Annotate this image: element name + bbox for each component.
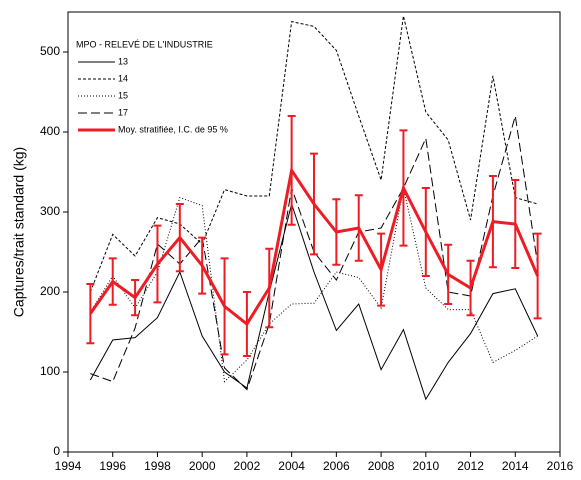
- error-bar: [287, 115, 296, 226]
- error-bar: [153, 224, 162, 304]
- error-bar: [198, 236, 207, 295]
- legend-title: MPO - RELEVÉ DE L'INDUSTRIE: [76, 39, 213, 49]
- error-bar: [421, 187, 430, 277]
- error-bar: [242, 291, 251, 357]
- x-tick-label: 2006: [323, 459, 350, 473]
- x-tick-label: 2012: [457, 459, 484, 473]
- error-bar: [175, 203, 184, 273]
- error-bar: [466, 259, 475, 317]
- legend-label: Moy. stratifiée, I.C. de 95 %: [118, 124, 228, 134]
- x-tick-label: 1994: [55, 459, 82, 473]
- y-tick-label: 300: [40, 204, 60, 218]
- x-tick-label: 1998: [144, 459, 171, 473]
- y-axis-label: Captures/trait standard (kg): [11, 147, 27, 317]
- x-tick-label: 2004: [278, 459, 305, 473]
- y-tick-label: 0: [53, 444, 60, 458]
- legend-label: 14: [118, 73, 128, 83]
- error-bar: [399, 129, 408, 247]
- error-bar: [265, 247, 274, 329]
- x-tick-label: 2000: [189, 459, 216, 473]
- series-line: [89, 187, 538, 383]
- error-bar: [511, 179, 520, 269]
- x-tick-label: 2002: [234, 459, 261, 473]
- error-bar: [310, 152, 318, 256]
- error-bar: [131, 279, 140, 317]
- error-bar: [377, 232, 386, 307]
- x-tick-label: 2008: [368, 459, 395, 473]
- legend-label: 13: [118, 56, 128, 66]
- error-bar: [488, 175, 497, 269]
- legend-label: 15: [118, 90, 128, 100]
- error-bar: [444, 243, 453, 305]
- error-bar: [86, 283, 95, 345]
- error-bar: [533, 232, 542, 320]
- x-tick-label: 2010: [412, 459, 439, 473]
- y-tick-label: 200: [40, 284, 60, 298]
- error-bar: [332, 198, 341, 266]
- error-bar: [108, 257, 117, 306]
- y-tick-label: 100: [40, 364, 60, 378]
- series-line: [89, 15, 538, 293]
- y-tick-label: 400: [40, 124, 60, 138]
- error-bar: [354, 194, 363, 262]
- series-line: [89, 202, 539, 401]
- x-tick-label: 2016: [547, 459, 574, 473]
- plot-frame: [67, 11, 561, 453]
- legend-label: 17: [118, 107, 128, 117]
- y-tick-label: 500: [40, 44, 60, 58]
- x-tick-label: 1996: [99, 459, 126, 473]
- error-bar: [220, 257, 229, 356]
- x-tick-label: 2014: [502, 459, 529, 473]
